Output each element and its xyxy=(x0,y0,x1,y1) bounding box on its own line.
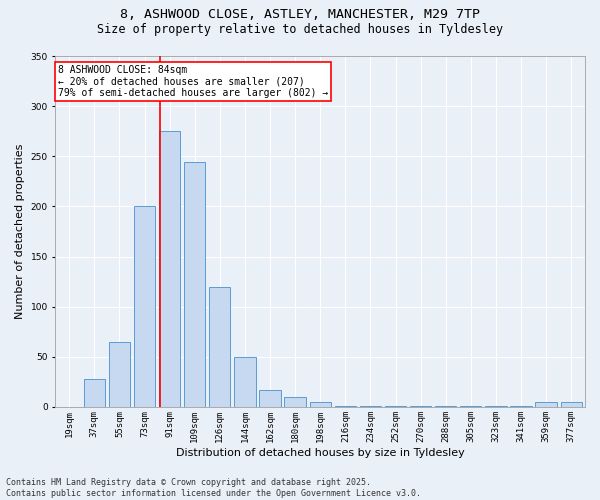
Bar xyxy=(560,402,582,407)
Bar xyxy=(310,402,331,407)
Bar xyxy=(360,406,381,407)
Text: 8 ASHWOOD CLOSE: 84sqm
← 20% of detached houses are smaller (207)
79% of semi-de: 8 ASHWOOD CLOSE: 84sqm ← 20% of detached… xyxy=(58,65,328,98)
Bar xyxy=(410,406,431,407)
Bar xyxy=(83,379,105,407)
Bar xyxy=(385,406,406,407)
Bar xyxy=(234,357,256,407)
X-axis label: Distribution of detached houses by size in Tyldesley: Distribution of detached houses by size … xyxy=(176,448,464,458)
Bar xyxy=(435,406,457,407)
Y-axis label: Number of detached properties: Number of detached properties xyxy=(15,144,25,319)
Bar xyxy=(209,286,230,407)
Bar xyxy=(259,390,281,407)
Bar xyxy=(460,406,481,407)
Bar xyxy=(109,342,130,407)
Text: 8, ASHWOOD CLOSE, ASTLEY, MANCHESTER, M29 7TP: 8, ASHWOOD CLOSE, ASTLEY, MANCHESTER, M2… xyxy=(120,8,480,20)
Bar xyxy=(184,162,205,407)
Text: Size of property relative to detached houses in Tyldesley: Size of property relative to detached ho… xyxy=(97,22,503,36)
Text: Contains HM Land Registry data © Crown copyright and database right 2025.
Contai: Contains HM Land Registry data © Crown c… xyxy=(6,478,421,498)
Bar xyxy=(134,206,155,407)
Bar xyxy=(159,131,181,407)
Bar xyxy=(485,406,506,407)
Bar xyxy=(335,406,356,407)
Bar xyxy=(535,402,557,407)
Bar xyxy=(284,397,306,407)
Bar xyxy=(511,406,532,407)
